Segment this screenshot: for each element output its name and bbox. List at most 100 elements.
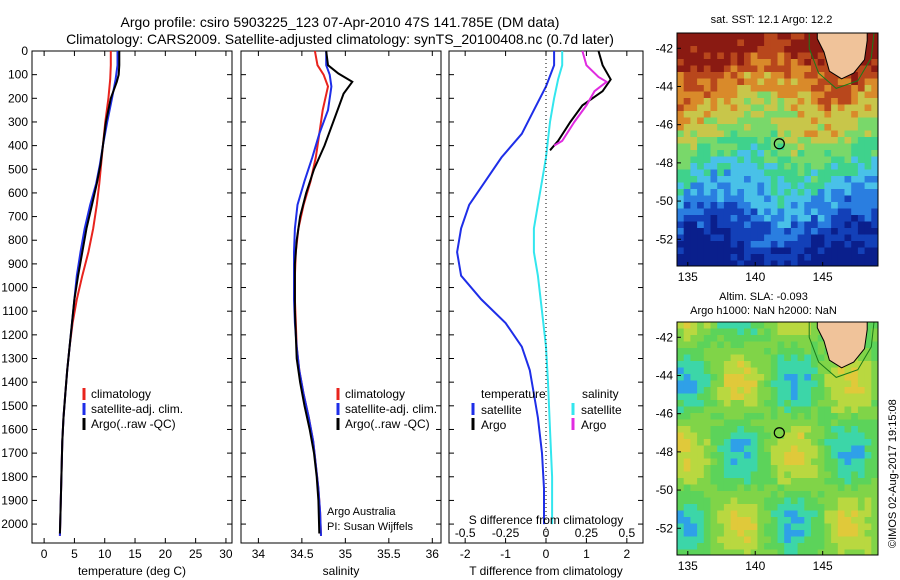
y-tick-label: -48 xyxy=(656,156,674,170)
y-tick-label: -44 xyxy=(656,79,674,93)
figure-title-line-2: Climatology: CARS2009. Satellite-adjuste… xyxy=(66,31,614,47)
legend-heading: salinity xyxy=(582,387,619,401)
y-tick-label: -44 xyxy=(656,368,674,382)
legend-heading: temperature xyxy=(481,387,546,401)
panel-salinity: 34 34.5 35 35.5 36 salinity climatologysatelli… xyxy=(240,50,442,578)
x-tick-label: 135 xyxy=(678,270,698,284)
x-tick-label: 2 xyxy=(623,547,630,561)
shelf-contour xyxy=(808,322,875,378)
y-tick-label: 2000 xyxy=(1,517,28,531)
x-tick-label: -2 xyxy=(460,547,471,561)
y-tick-label: 1500 xyxy=(1,399,28,413)
map-title: Altim. SLA: -0.093 xyxy=(719,291,808,303)
x-tick-label: 36 xyxy=(426,547,440,561)
argo-position-marker xyxy=(773,138,785,150)
y-tick-label: -50 xyxy=(656,194,674,208)
legend-label: satellite xyxy=(581,403,622,417)
y-tick-label: 1200 xyxy=(1,328,28,342)
y-tick-label: -48 xyxy=(656,445,674,459)
y-tick-label: -42 xyxy=(656,330,674,344)
series-line-argo-raw-qc- xyxy=(293,50,354,534)
y-tick-label: 700 xyxy=(8,210,28,224)
legend-label: climatology xyxy=(345,387,405,401)
y-tick-label: -50 xyxy=(656,483,674,497)
x-tick-label: 140 xyxy=(745,270,765,284)
x-tick-label: 0 xyxy=(41,547,48,561)
s-tick-label: 0.5 xyxy=(618,526,635,540)
landmass xyxy=(816,322,868,369)
timestamp-stamp: ©IMOS 02-Aug-2017 19:15:08 xyxy=(887,399,899,548)
y-tick-label: 0 xyxy=(21,44,28,58)
y-tick-label: 100 xyxy=(8,68,28,82)
y-tick-label: 1900 xyxy=(1,493,28,507)
y-tick-label: 200 xyxy=(8,91,28,105)
y-tick-label: -52 xyxy=(656,232,674,246)
x-tick-label: 30 xyxy=(219,547,233,561)
panel-sla-map: 135 140 145 -42 -44 -46 -48 -50 -52 Altim. SLA: -… xyxy=(656,291,879,573)
x-tick-label: 1 xyxy=(583,547,590,561)
x-tick-label: -1 xyxy=(500,547,511,561)
x-axis-label: temperature (deg C) xyxy=(78,564,186,578)
axes-frame xyxy=(240,50,442,544)
y-tick-label: -46 xyxy=(656,407,674,421)
y-tick-label: 1300 xyxy=(1,352,28,366)
legend-label: satellite-adj. clim. xyxy=(91,402,183,416)
y-tick-label: 1100 xyxy=(2,304,28,318)
panel-temperature: 0 5 10 15 20 25 300100200300400500600700800900… xyxy=(1,44,233,578)
y-tick-label: 1700 xyxy=(1,446,28,460)
map-frame xyxy=(676,32,879,267)
y-tick-label: 300 xyxy=(8,115,28,129)
x-tick-label: 34 xyxy=(252,547,266,561)
series-line-salinity-argo xyxy=(553,50,609,147)
x-tick-label: 35.5 xyxy=(377,547,401,561)
legend-label: Argo(..raw -QC) xyxy=(91,417,176,431)
credit-organisation: Argo Australia xyxy=(327,506,396,518)
map-subtitle: Argo h1000: NaN h2000: NaN xyxy=(690,305,837,317)
x-tick-label: 10 xyxy=(98,547,112,561)
map-title: sat. SST: 12.1 Argo: 12.2 xyxy=(711,14,833,26)
x-tick-label: 5 xyxy=(71,547,78,561)
legend-label: satellite xyxy=(481,403,522,417)
x-tick-label: 135 xyxy=(678,559,698,573)
x-axis-label: T difference from climatology xyxy=(469,564,623,578)
legend-label: Argo xyxy=(481,418,507,432)
y-tick-label: 1800 xyxy=(1,470,28,484)
series-line-salinity-satellite xyxy=(532,51,564,525)
y-tick-label: 800 xyxy=(8,233,28,247)
x-tick-label: 20 xyxy=(159,547,173,561)
x-axis-label-top: S difference from climatology xyxy=(469,513,624,527)
x-tick-label: 25 xyxy=(189,547,203,561)
panel-difference: -2 -1 0 1 2T difference from climatology -0.5… xyxy=(448,50,644,578)
y-tick-label: 600 xyxy=(8,186,28,200)
map-frame xyxy=(676,321,879,556)
series-line-argo-raw-qc- xyxy=(58,51,121,534)
x-tick-label: 145 xyxy=(813,270,833,284)
x-tick-label: 145 xyxy=(813,559,833,573)
x-tick-label: 35 xyxy=(339,547,353,561)
y-tick-label: -46 xyxy=(656,118,674,132)
s-tick-label: -0.5 xyxy=(455,526,476,540)
y-tick-label: 1400 xyxy=(1,375,28,389)
series-line-temperature-satellite xyxy=(456,51,556,525)
s-tick-label: -0.25 xyxy=(492,526,520,540)
x-tick-label: 15 xyxy=(128,547,142,561)
y-tick-label: -52 xyxy=(656,521,674,535)
x-axis-label: salinity xyxy=(323,564,360,578)
legend-label: Argo(..raw -QC) xyxy=(345,417,430,431)
y-tick-label: 1600 xyxy=(1,422,28,436)
axes-frame xyxy=(448,50,644,544)
legend-label: climatology xyxy=(91,387,151,401)
argo-position-marker xyxy=(773,427,785,439)
x-tick-label: 34.5 xyxy=(290,547,314,561)
y-tick-label: 400 xyxy=(8,139,28,153)
y-tick-label: 500 xyxy=(8,162,28,176)
legend-label: satellite-adj. clim. xyxy=(345,402,437,416)
shelf-contour xyxy=(808,33,875,89)
series-line-temperature-argo xyxy=(549,50,612,151)
figure-title-line-1: Argo profile: csiro 5903225_123 07-Apr-2… xyxy=(120,14,560,30)
map-field xyxy=(677,33,878,266)
axes-frame xyxy=(31,50,233,544)
credit-pi: PI: Susan Wijffels xyxy=(327,521,413,533)
map-field xyxy=(677,322,878,555)
